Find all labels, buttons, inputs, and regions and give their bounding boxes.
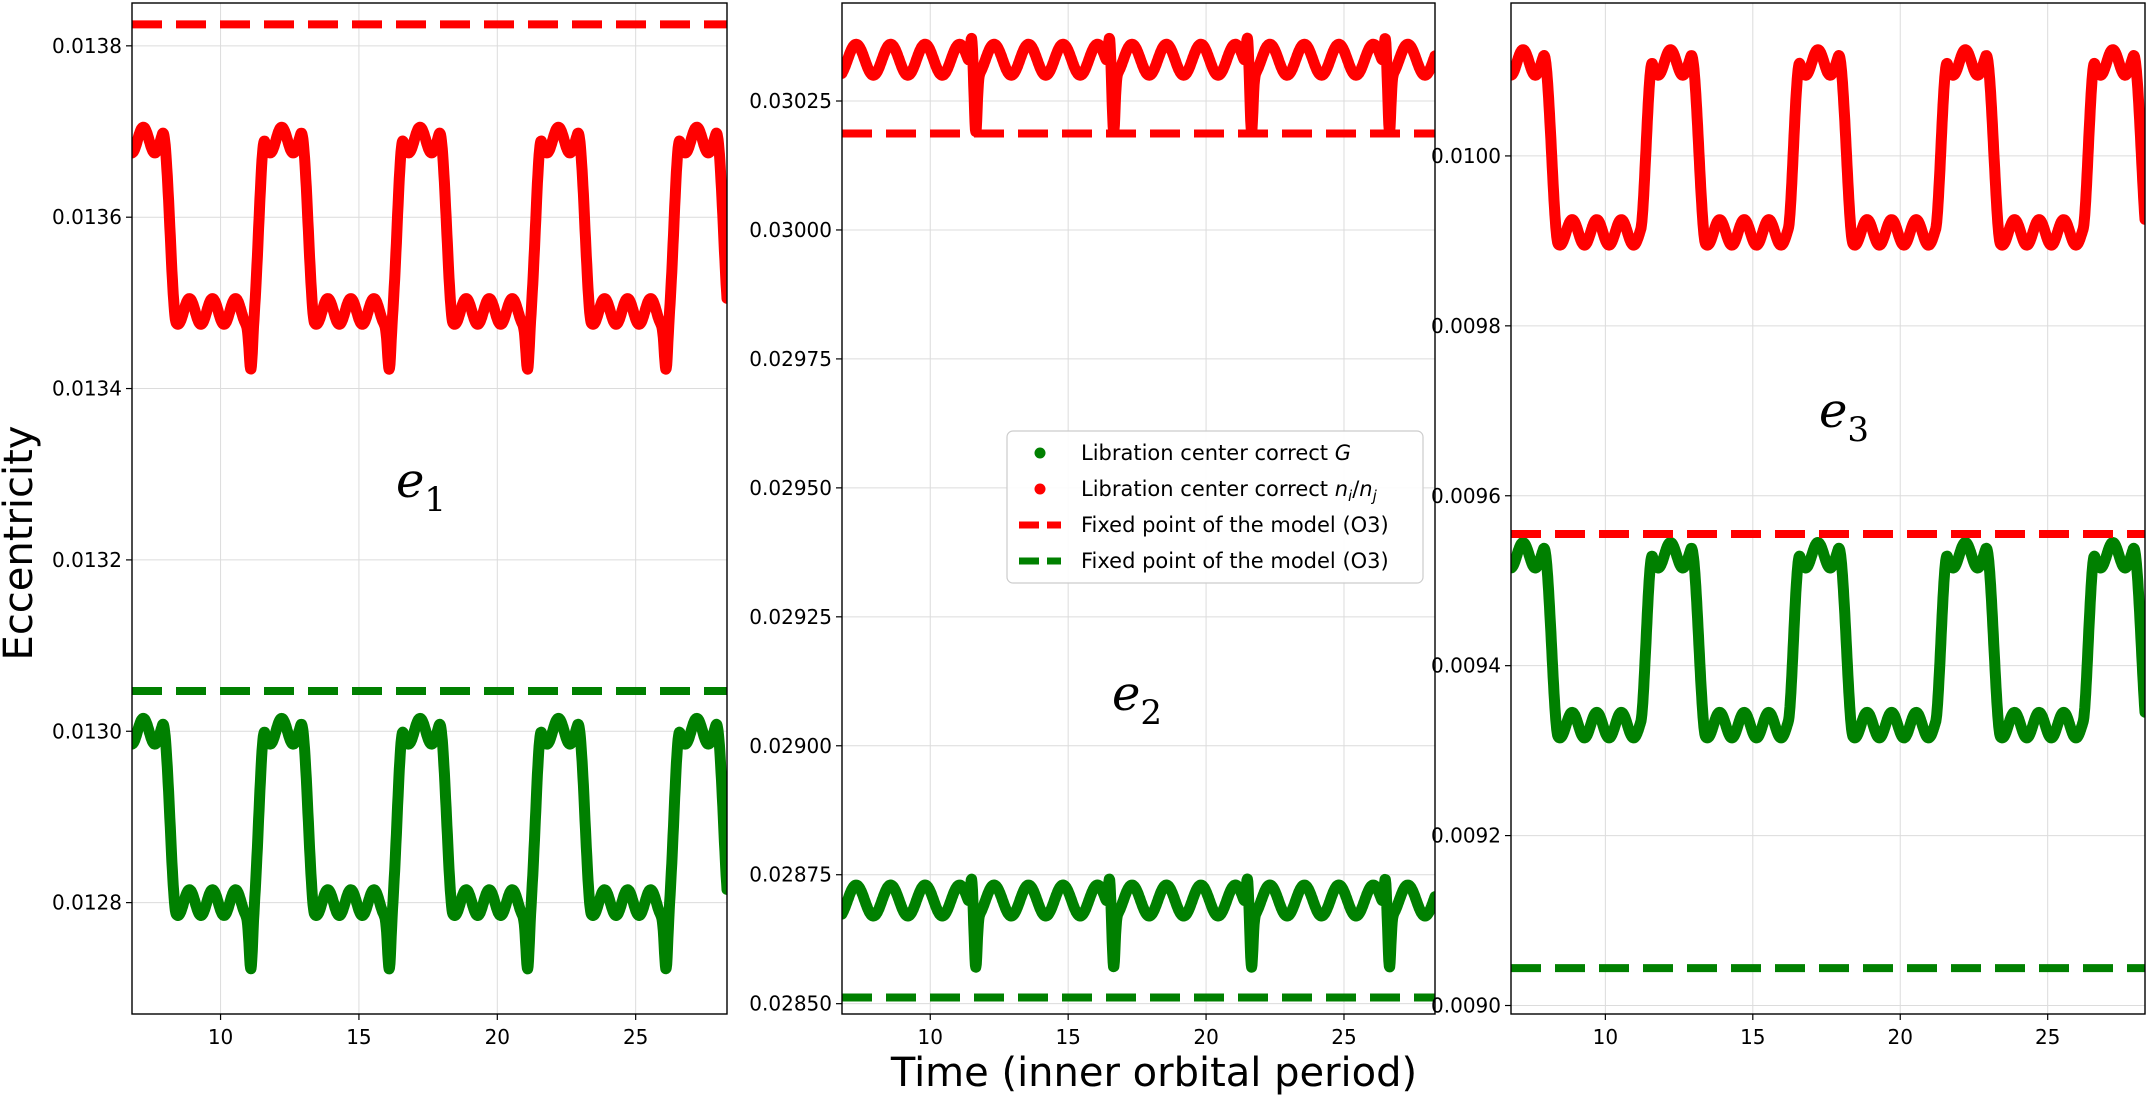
- legend: Libration center correct G Libration cent…: [1006, 430, 1424, 584]
- x-tick-label: 20: [1193, 1025, 1218, 1049]
- legend-entry: Libration center correct ni/nj: [1034, 477, 1378, 505]
- legend-entry: Fixed point of the model (O3): [1019, 513, 1389, 537]
- x-tick-label: 10: [1593, 1025, 1618, 1049]
- y-tick-label: 0.0138: [52, 34, 122, 58]
- libration-center-series: [842, 873, 1435, 973]
- x-tick-label: 15: [1740, 1025, 1765, 1049]
- y-tick-label: 0.03000: [749, 218, 832, 242]
- y-tick-label: 0.0134: [52, 377, 122, 401]
- x-tick-label: 20: [485, 1025, 510, 1049]
- x-tick-label: 25: [623, 1025, 648, 1049]
- y-tick-label: 0.0132: [52, 548, 122, 572]
- y-axis-label: Eccentricity: [0, 426, 42, 661]
- y-tick-label: 0.02850: [749, 992, 832, 1016]
- y-tick-label: 0.02875: [749, 863, 832, 887]
- y-tick-label: 0.02975: [749, 347, 832, 371]
- panels: 10 15 20 25 0.0128 0.0130 0.0132 0.0134 0.0136 0.…: [52, 2, 2146, 1049]
- x-tick-label: 15: [346, 1025, 371, 1049]
- y-tick-label: 0.03025: [749, 89, 832, 113]
- legend-label: Libration center correct G: [1081, 441, 1351, 465]
- y-tick-label: 0.0090: [1431, 994, 1501, 1018]
- y-tick-label: 0.02900: [749, 734, 832, 758]
- y-tick-label: 0.0092: [1431, 824, 1501, 848]
- y-tick-label: 0.0100: [1431, 144, 1501, 168]
- panel-label: e3: [1819, 383, 1869, 450]
- plot-frame: [841, 2, 1436, 1015]
- y-tick-label: 0.0130: [52, 719, 122, 743]
- panel-1: 10 15 20 25 0.0128 0.0130 0.0132 0.0134 0.0136 0.…: [52, 2, 728, 1049]
- libration-center-series: [132, 712, 727, 975]
- panel-label: e2: [1112, 666, 1162, 733]
- y-tick-label: 0.02950: [749, 476, 832, 500]
- y-tick-label: 0.0098: [1431, 314, 1501, 338]
- y-tick-label: 0.0128: [52, 891, 122, 915]
- plot-frame: [131, 2, 728, 1015]
- x-tick-label: 10: [918, 1025, 943, 1049]
- y-tick-label: 0.0094: [1431, 654, 1501, 678]
- y-tick-label: 0.02925: [749, 605, 832, 629]
- x-tick-label: 10: [208, 1025, 233, 1049]
- panel-3: 10 15 20 25 0.0090 0.0092 0.0094 0.0096 0.0098 0.…: [1431, 2, 2146, 1049]
- libration-center-series: [842, 32, 1435, 138]
- libration-center-series: [132, 121, 727, 375]
- panel-label: e1: [396, 453, 446, 520]
- x-tick-label: 20: [1888, 1025, 1913, 1049]
- x-tick-label: 15: [1055, 1025, 1080, 1049]
- legend-label: Fixed point of the model (O3): [1081, 513, 1389, 537]
- libration-center-series: [1511, 537, 2145, 744]
- legend-marker: [1034, 483, 1046, 495]
- legend-entry: Libration center correct G: [1034, 441, 1351, 465]
- x-tick-label: 25: [2035, 1025, 2060, 1049]
- legend-entry: Fixed point of the model (O3): [1019, 549, 1389, 573]
- legend-label: Libration center correct ni/nj: [1081, 477, 1378, 505]
- plot-frame: [1510, 2, 2146, 1015]
- x-axis-label: Time (inner orbital period): [890, 1050, 1417, 1096]
- legend-box: [1006, 430, 1424, 584]
- legend-label: Fixed point of the model (O3): [1081, 549, 1389, 573]
- y-tick-label: 0.0096: [1431, 484, 1501, 508]
- x-tick-label: 25: [1331, 1025, 1356, 1049]
- panel-2: 10 15 20 25 0.02850 0.02875 0.02900 0.02925 0.02…: [749, 2, 1436, 1049]
- libration-center-series: [1511, 44, 2145, 251]
- y-tick-label: 0.0136: [52, 205, 122, 229]
- legend-marker: [1034, 447, 1046, 459]
